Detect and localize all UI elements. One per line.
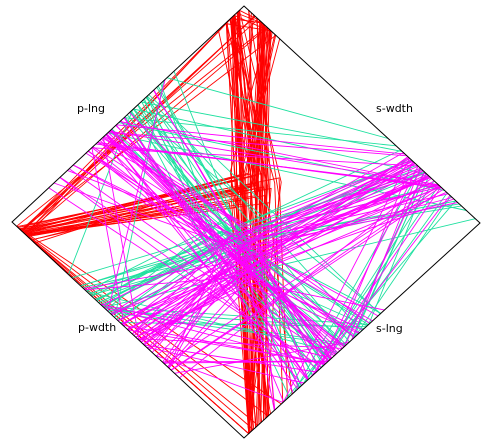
series-2-line [174,341,350,374]
series-1-line [96,231,371,324]
series-2-line [101,138,303,386]
series-2-line [151,272,359,353]
series-2-line [167,238,373,368]
series-0-line [26,20,271,237]
series-0-line [24,27,268,235]
series-2-line [101,227,276,410]
series-1-line [293,168,422,393]
series-0-line [229,18,284,403]
series-2-line [115,125,257,325]
series-1-line [353,173,427,339]
series-2-line [59,176,333,359]
series-0-line [230,15,250,434]
series-1-line [354,195,452,338]
series-2-line [137,338,343,349]
series-2-line [99,139,330,362]
series-1-line [173,71,302,387]
axis-label-bottom-left: p-wdth [78,321,116,334]
series-2-line [107,79,166,312]
series-2-line [84,130,262,291]
series-2-line [88,150,363,331]
series-2-line [102,136,140,341]
series-0-line [229,19,265,207]
series-1-line [148,94,381,315]
series-2-line [109,130,439,186]
series-2-line [344,171,426,347]
series-1-line [133,108,332,360]
series-1-line [91,149,401,297]
series-2-line [163,361,328,364]
series-2-line [138,183,439,341]
series-2-line [110,129,259,316]
series-2-line [282,157,410,403]
series-2-line [116,124,406,155]
axis-label-top-left: p-lng [77,102,105,115]
series-2-line [129,112,320,370]
series-2-line [153,89,419,244]
series-1-line [102,306,369,325]
series-1-line [105,216,325,366]
series-1-line [86,290,339,353]
axis-label-top-right: s-wdth [376,102,413,115]
series-0-line [217,10,256,192]
series-2-line [154,354,284,403]
axis-label-bottom-right: s-lng [376,322,403,335]
series-0-line [19,20,261,230]
series-0-line [233,15,250,434]
series-2-line [149,160,413,351]
series-2-line [105,134,308,381]
series-2-line [110,186,442,315]
series-2-line [147,152,404,349]
series-2-line [231,202,458,338]
series-2-line [107,132,341,352]
series-2-line [122,324,326,365]
series-2-line [109,130,240,336]
series-0-line [21,230,269,417]
series-1-line [68,109,134,275]
series-2-line [53,182,439,248]
data-lines [16,9,476,435]
series-2-line [91,147,125,327]
series-0-line [256,17,271,421]
series-2-line [310,195,451,378]
series-2-line [162,360,329,363]
series-2-line [146,346,305,384]
series-1-line [133,108,381,314]
series-2-line [124,117,441,271]
series-2-line [119,121,440,187]
series-2-line [87,150,250,316]
series-1-line [124,117,397,147]
series-1-line [140,101,403,152]
series-1-line [146,95,363,332]
series-1-line [166,77,389,139]
chart-frame [11,5,481,439]
series-0-line [230,14,254,193]
series-2-line [95,143,440,187]
series-1-line [98,245,331,360]
series-2-line [110,129,343,349]
series-2-line [115,124,255,341]
series-2-line [85,152,423,243]
series-2-line [121,163,416,325]
series-2-line [108,132,407,157]
series-2-line [135,271,329,362]
series-2-line [67,169,431,240]
series-2-line [257,168,422,365]
series-2-line [117,186,441,321]
series-2-line [122,247,345,348]
series-1-line [106,309,365,329]
series-0-line [226,21,263,423]
